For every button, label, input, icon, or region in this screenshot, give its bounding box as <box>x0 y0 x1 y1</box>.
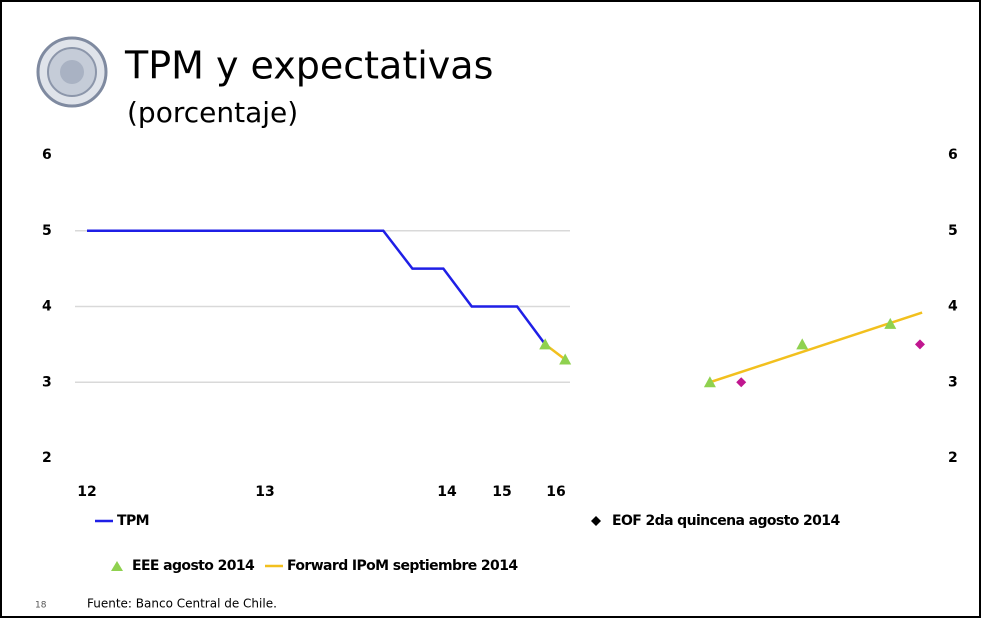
chart-subtitle: (porcentaje) <box>127 96 298 129</box>
x-tick-label: 12 <box>77 484 96 500</box>
legend-label: TPM <box>117 513 149 529</box>
legend-label: EOF 2da quincena agosto 2014 <box>612 513 840 529</box>
series-line <box>87 229 547 346</box>
logo <box>36 36 108 108</box>
y-tick-label: 2 <box>42 450 52 466</box>
triangle-marker <box>884 317 897 329</box>
y2-tick-label: 2 <box>948 450 958 466</box>
x-tick-label: 13 <box>255 484 274 500</box>
y-tick-label: 3 <box>42 374 52 390</box>
triangle-marker <box>796 338 809 350</box>
legend-label: EEE agosto 2014 <box>132 558 255 574</box>
chart-title: TPM y expectativas <box>124 44 493 88</box>
y-tick-label: 5 <box>42 223 52 239</box>
diamond-marker <box>736 377 747 388</box>
y2-tick-label: 6 <box>948 147 958 163</box>
x-tick-label: 15 <box>492 484 511 500</box>
y-tick-label: 6 <box>42 147 52 163</box>
legend-swatch <box>591 516 601 526</box>
y-tick-label: 4 <box>42 299 52 315</box>
legend-swatch <box>111 561 123 571</box>
x-tick-label: 16 <box>546 484 565 500</box>
triangle-marker <box>539 338 552 350</box>
legend-label: Forward IPoM septiembre 2014 <box>287 558 518 574</box>
source: Fuente: Banco Central de Chile. <box>87 597 277 611</box>
x-tick-label: 14 <box>437 484 457 500</box>
page-number: 18 <box>35 601 47 611</box>
y2-tick-label: 5 <box>948 223 958 239</box>
diamond-marker <box>914 339 925 350</box>
triangle-marker <box>559 353 572 365</box>
y2-tick-label: 3 <box>948 374 958 390</box>
triangle-marker <box>703 376 716 388</box>
y2-tick-label: 4 <box>948 299 958 315</box>
